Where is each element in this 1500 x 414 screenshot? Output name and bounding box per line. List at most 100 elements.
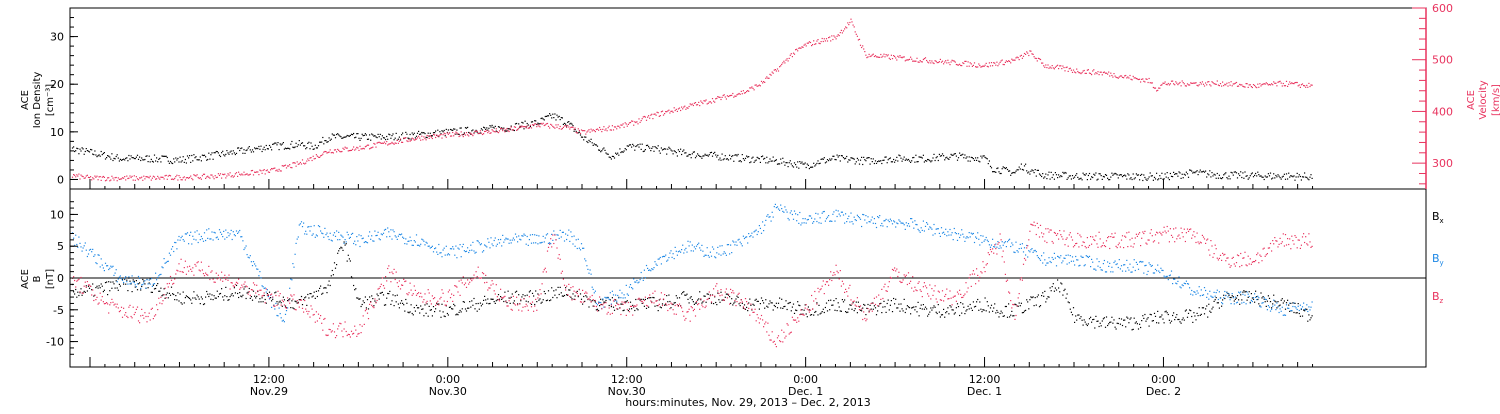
density-point	[100, 156, 101, 157]
density-point	[938, 160, 939, 161]
velocity-point	[1144, 81, 1145, 82]
bx-point	[1158, 322, 1159, 323]
velocity-point	[980, 67, 981, 68]
velocity-point	[289, 164, 290, 165]
by-point	[834, 221, 835, 222]
density-point	[304, 145, 305, 146]
velocity-point	[1277, 82, 1278, 83]
velocity-point	[912, 61, 913, 62]
bz-point	[280, 293, 281, 294]
bx-point	[775, 306, 776, 307]
by-point	[1134, 259, 1135, 260]
velocity-point	[1159, 88, 1160, 89]
by-point	[872, 217, 873, 218]
bx-point	[689, 302, 690, 303]
velocity-point	[221, 178, 222, 179]
by-point	[650, 270, 651, 271]
velocity-point	[769, 74, 770, 75]
bx-point	[932, 307, 933, 308]
density-point	[77, 148, 78, 149]
bx-point	[641, 299, 642, 300]
density-point	[805, 162, 806, 163]
bx-point	[384, 305, 385, 306]
velocity-point	[679, 108, 680, 109]
bx-point	[1239, 304, 1240, 305]
by-point	[678, 251, 679, 252]
bx-point	[149, 282, 150, 283]
by-point	[146, 279, 147, 280]
velocity-point	[435, 137, 436, 138]
bx-point	[249, 288, 250, 289]
velocity-point	[889, 58, 890, 59]
by-point	[808, 219, 809, 220]
by-point	[676, 251, 677, 252]
bz-point	[139, 322, 140, 323]
velocity-point	[953, 60, 954, 61]
velocity-point	[1167, 84, 1168, 85]
density-point	[948, 159, 949, 160]
bx-point	[717, 293, 718, 294]
velocity-point	[563, 127, 564, 128]
by-point	[164, 258, 165, 259]
bz-point	[214, 282, 215, 283]
velocity-point	[520, 127, 521, 128]
density-point	[359, 140, 360, 141]
bx-point	[870, 305, 871, 306]
bx-point	[1215, 299, 1216, 300]
velocity-point	[173, 179, 174, 180]
bx-point	[197, 295, 198, 296]
bx-point	[703, 295, 704, 296]
velocity-point	[450, 136, 451, 137]
velocity-point	[308, 160, 309, 161]
bx-point	[1276, 307, 1277, 308]
density-point	[381, 138, 382, 139]
velocity-point	[874, 56, 875, 57]
velocity-point	[792, 56, 793, 57]
density-point	[226, 150, 227, 151]
by-point	[321, 233, 322, 234]
velocity-point	[727, 95, 728, 96]
bx-point	[836, 298, 837, 299]
by-point	[943, 232, 944, 233]
bx-point	[386, 298, 387, 299]
bx-point	[118, 290, 119, 291]
by-point	[672, 257, 673, 258]
velocity-point	[286, 167, 287, 168]
by-point	[623, 297, 624, 298]
density-point	[548, 115, 549, 116]
velocity-point	[112, 178, 113, 179]
velocity-point	[1010, 62, 1011, 63]
by-point	[1148, 271, 1149, 272]
velocity-point	[911, 59, 912, 60]
bx-point	[1184, 320, 1185, 321]
density-point	[175, 157, 176, 158]
density-point	[678, 149, 679, 150]
bx-point	[399, 307, 400, 308]
velocity-point	[270, 169, 271, 170]
by-point	[1115, 261, 1116, 262]
velocity-point	[277, 171, 278, 172]
by-point	[1076, 259, 1077, 260]
by-point	[1231, 303, 1232, 304]
density-point	[643, 151, 644, 152]
bx-point	[762, 300, 763, 301]
velocity-point	[963, 63, 964, 64]
velocity-point	[559, 128, 560, 129]
bx-point	[691, 296, 692, 297]
velocity-point	[347, 148, 348, 149]
velocity-point	[511, 127, 512, 128]
bz-point	[112, 302, 113, 303]
bx-point	[902, 308, 903, 309]
density-point	[1172, 176, 1173, 177]
by-point	[1124, 264, 1125, 265]
velocity-point	[492, 129, 493, 130]
velocity-point	[266, 170, 267, 171]
by-point	[579, 248, 580, 249]
velocity-point	[342, 148, 343, 149]
velocity-point	[1307, 87, 1308, 88]
by-point	[700, 250, 701, 251]
bx-point	[973, 301, 974, 302]
by-point	[1170, 275, 1171, 276]
by-point	[80, 246, 81, 247]
by-point	[505, 238, 506, 239]
